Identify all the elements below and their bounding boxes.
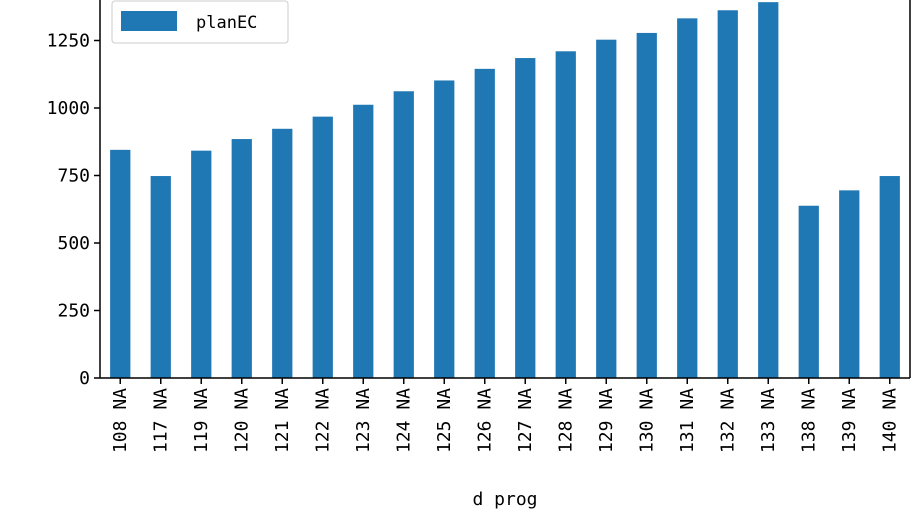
x-tick-label: 129 NA — [596, 388, 617, 453]
y-tick-label: 1250 — [47, 31, 90, 52]
bar-121-NA — [272, 128, 293, 378]
x-tick-label: 123 NA — [353, 388, 374, 453]
legend-label: planEC — [196, 13, 257, 33]
x-tick-label: 130 NA — [636, 388, 657, 453]
y-tick-label: 750 — [57, 166, 90, 187]
x-tick-label: 119 NA — [191, 388, 212, 453]
bar-129-NA — [596, 39, 617, 378]
x-tick-label: 122 NA — [312, 388, 333, 453]
x-tick-label: 121 NA — [272, 388, 293, 453]
bar-117-NA — [150, 176, 171, 378]
bar-132-NA — [717, 10, 738, 378]
x-tick-label: 138 NA — [798, 388, 819, 453]
bars-group — [110, 2, 900, 379]
bar-123-NA — [353, 104, 374, 378]
x-axis-label: d prog — [472, 489, 537, 510]
bar-126-NA — [474, 68, 495, 378]
x-tick-label: 133 NA — [758, 388, 779, 453]
bar-140-NA — [879, 176, 900, 378]
x-tick-label: 125 NA — [434, 388, 455, 453]
axis-spines — [99, 0, 911, 379]
bar-127-NA — [515, 58, 536, 379]
x-tick-label: 140 NA — [879, 388, 900, 453]
bar-130-NA — [636, 32, 657, 378]
bar-131-NA — [677, 18, 698, 379]
y-tick-label: 500 — [57, 233, 90, 254]
bar-128-NA — [555, 51, 576, 379]
x-tick-label: 108 NA — [110, 388, 131, 453]
bar-122-NA — [312, 116, 333, 378]
x-tick-label: 117 NA — [150, 388, 171, 453]
y-tick-label: 250 — [57, 301, 90, 322]
y-tick-label: 1000 — [47, 98, 90, 119]
bar-133-NA — [758, 2, 779, 378]
x-tick-label: 126 NA — [474, 388, 495, 453]
bar-119-NA — [191, 150, 212, 378]
x-tick-label: 139 NA — [839, 388, 860, 453]
bar-125-NA — [434, 80, 455, 379]
legend: planEC — [111, 0, 289, 44]
bar-120-NA — [231, 139, 252, 378]
bar-138-NA — [798, 205, 819, 378]
x-tick-label: 131 NA — [677, 388, 698, 453]
bar-139-NA — [839, 190, 860, 378]
legend-swatch — [121, 11, 177, 31]
bar-108-NA — [110, 149, 131, 378]
x-axis: 108 NA 117 NA 119 NA 120 NA 121 NA 122 NA 123 … — [110, 378, 900, 453]
x-tick-label: 128 NA — [555, 388, 576, 453]
x-tick-label: 132 NA — [717, 388, 738, 453]
bar-124-NA — [393, 91, 414, 378]
x-tick-label: 124 NA — [393, 388, 414, 453]
y-axis: 0 250 500 750 1000 1250 — [47, 31, 100, 389]
x-tick-label: 120 NA — [231, 388, 252, 453]
y-tick-label: 0 — [79, 368, 90, 389]
x-tick-label: 127 NA — [515, 388, 536, 453]
